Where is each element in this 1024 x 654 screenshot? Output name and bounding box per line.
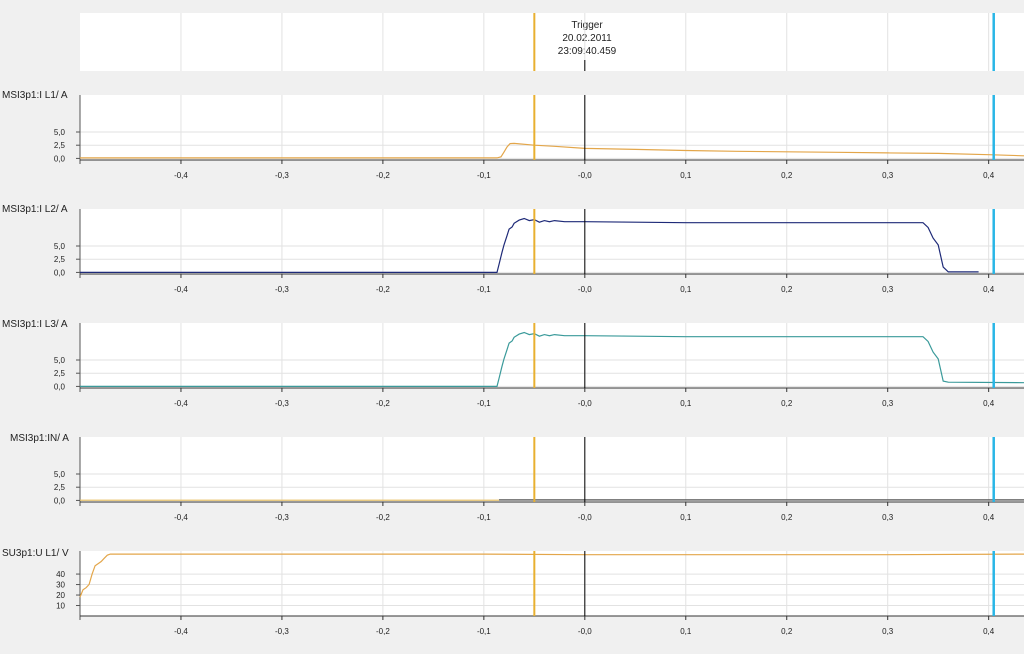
x-tick-label: -0,0: [578, 171, 592, 180]
x-tick-label: -0,0: [578, 399, 592, 408]
trigger-date: 20.02.2011: [562, 33, 612, 44]
x-tick-label: 0,3: [882, 171, 894, 180]
y-tick-label: 30: [56, 581, 65, 590]
x-tick-label: -0,1: [477, 513, 491, 522]
x-tick-label: -0,3: [275, 513, 289, 522]
x-tick-label: -0,3: [275, 399, 289, 408]
x-tick-label: -0,1: [477, 285, 491, 294]
x-tick-label: -0,4: [174, 399, 188, 408]
channel-panel-in: MSI3p1:IN/ A 0,0 2,5 5,0 -0,4 -0,3 -0,2 -0,1 -0…: [10, 433, 1024, 522]
y-tick-label: 5,0: [54, 128, 66, 137]
plot-background: [80, 323, 1024, 388]
x-tick-label: -0,2: [376, 285, 390, 294]
trigger-header: Trigger 20.02.2011 23:09:40.459: [80, 13, 1024, 71]
x-tick-label: 0,3: [882, 513, 894, 522]
x-tick-label: 0,4: [983, 285, 995, 294]
y-tick-label: 10: [56, 602, 65, 611]
x-tick-label: -0,4: [174, 285, 188, 294]
trigger-time: 23:09:40.459: [558, 46, 617, 57]
plot-area: 0,0 2,5 5,0 -0,4 -0,3 -0,2 -0,1 -0,0 0,1 0,2 0,3 0,…: [54, 95, 1024, 180]
panel-title: MSI3p1:I L2/ A: [2, 204, 68, 215]
plot-background: [80, 209, 1024, 274]
x-tick-label: 0,1: [680, 627, 692, 636]
plot-area: 0,0 2,5 5,0 -0,4 -0,3 -0,2 -0,1 -0,0 0,1 0,2 0,3 0,…: [54, 437, 1024, 522]
y-tick-label: 40: [56, 570, 65, 579]
y-tick-label: 0,0: [54, 496, 66, 505]
x-tick-label: 0,2: [781, 285, 793, 294]
plot-area: 0,0 2,5 5,0 -0,4 -0,3 -0,2 -0,1 -0,0 0,1 0,2 0,3 0,…: [54, 323, 1024, 408]
x-tick-label: -0,1: [477, 627, 491, 636]
x-tick-label: 0,4: [983, 171, 995, 180]
channel-panel-il2: MSI3p1:I L2/ A 0,0 2,5 5,0 -0,4 -0,3 -0,2 -0,1…: [2, 204, 1024, 294]
x-tick-label: -0,3: [275, 627, 289, 636]
y-tick-label: 5,0: [54, 356, 66, 365]
panel-title: MSI3p1:I L3/ A: [2, 319, 68, 330]
series-line: [79, 553, 1024, 598]
x-tick-label: -0,4: [174, 171, 188, 180]
x-tick-label: 0,4: [983, 513, 995, 522]
y-tick-label: 0,0: [54, 154, 66, 163]
channel-panel-il1: MSI3p1:I L1/ A 0,0 2,5 5,0 -0,4 -0,3 -0,2 -0,1…: [2, 90, 1024, 180]
x-tick-label: -0,2: [376, 513, 390, 522]
plot-area: 0,0 2,5 5,0 -0,4 -0,3 -0,2 -0,1 -0,0 0,1 0,2 0,3 0,…: [54, 209, 1024, 294]
panel-title: MSI3p1:IN/ A: [10, 433, 69, 444]
plot-background: [80, 551, 1024, 616]
y-tick-label: 2,5: [54, 369, 66, 378]
marker-lines: [533, 13, 995, 616]
y-tick-label: 2,5: [54, 255, 66, 264]
y-tick-label: 2,5: [54, 141, 66, 150]
x-tick-label: -0,3: [275, 171, 289, 180]
x-tick-label: -0,2: [376, 627, 390, 636]
x-tick-label: 0,2: [781, 399, 793, 408]
x-tick-label: -0,1: [477, 399, 491, 408]
plot-background: [80, 437, 1024, 502]
plot-background: [80, 95, 1024, 160]
x-tick-label: 0,3: [882, 285, 894, 294]
x-tick-label: 0,2: [781, 171, 793, 180]
x-tick-label: 0,2: [781, 627, 793, 636]
x-tick-label: 0,1: [680, 171, 692, 180]
panel-title: MSI3p1:I L1/ A: [2, 90, 68, 101]
x-tick-label: 0,3: [882, 627, 894, 636]
x-tick-label: -0,4: [174, 627, 188, 636]
x-tick-label: -0,1: [477, 171, 491, 180]
y-tick-label: 0,0: [54, 382, 66, 391]
x-tick-label: -0,4: [174, 513, 188, 522]
x-tick-label: -0,0: [578, 513, 592, 522]
x-tick-label: -0,2: [376, 171, 390, 180]
series-line: [80, 331, 1024, 387]
trigger-label: Trigger: [571, 20, 603, 31]
y-tick-label: 5,0: [54, 242, 66, 251]
x-tick-label: 0,4: [983, 627, 995, 636]
trigger-header-bg: [80, 13, 1024, 71]
x-tick-label: -0,2: [376, 399, 390, 408]
y-tick-label: 0,0: [54, 268, 66, 277]
channel-panel-il3: MSI3p1:I L3/ A 0,0 2,5 5,0 -0,4 -0,3 -0,2 -0,1…: [2, 319, 1024, 408]
x-tick-label: 0,3: [882, 399, 894, 408]
x-tick-label: -0,0: [578, 285, 592, 294]
x-tick-label: 0,2: [781, 513, 793, 522]
series-line: [80, 217, 979, 273]
x-tick-label: -0,0: [578, 627, 592, 636]
y-tick-label: 20: [56, 591, 65, 600]
x-tick-label: 0,1: [680, 513, 692, 522]
y-tick-label: 2,5: [54, 483, 66, 492]
x-tick-label: 0,1: [680, 399, 692, 408]
x-tick-label: 0,1: [680, 285, 692, 294]
y-tick-label: 5,0: [54, 470, 66, 479]
x-tick-label: -0,3: [275, 285, 289, 294]
x-tick-label: 0,4: [983, 399, 995, 408]
panel-title: SU3p1:U L1/ V: [2, 548, 69, 559]
